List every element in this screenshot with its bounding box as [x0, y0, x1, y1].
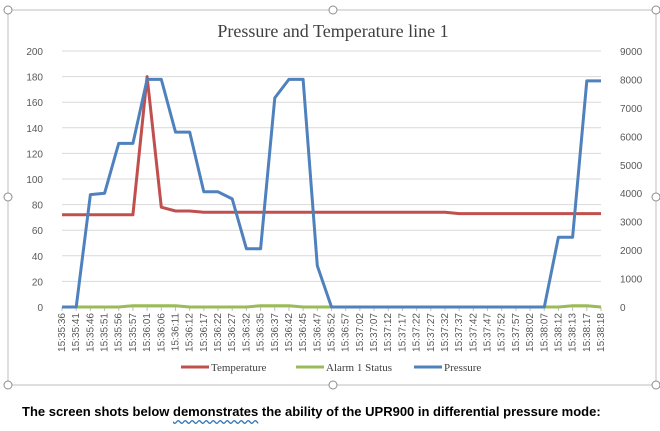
y2-tick-label: 7000 — [620, 104, 643, 115]
x-tick-label: 15:37:52 — [497, 313, 508, 352]
y-tick-label: 200 — [26, 47, 43, 58]
resize-handle[interactable] — [328, 380, 338, 390]
x-tick-label: 15:37:37 — [454, 313, 465, 352]
x-tick-label: 15:35:56 — [114, 313, 125, 352]
x-tick-label: 15:36:35 — [256, 313, 267, 352]
x-tick-label: 15:38:18 — [596, 313, 607, 352]
resize-handle[interactable] — [3, 192, 13, 202]
y-tick-label: 100 — [26, 175, 43, 186]
caption-start: The screen shots below — [22, 404, 173, 419]
selection-handles[interactable] — [3, 5, 660, 390]
caption-end: the ability of the UPR900 in differentia… — [258, 404, 601, 419]
x-tick-label: 15:36:01 — [142, 313, 153, 352]
y2-tick-label: 0 — [620, 303, 626, 314]
y-tick-label: 40 — [32, 252, 44, 263]
y2-tick-label: 2000 — [620, 246, 643, 257]
legend-label: Pressure — [444, 362, 481, 374]
x-tick-label: 15:38:13 — [568, 313, 579, 352]
x-tick-label: 15:37:57 — [511, 313, 522, 352]
y2-tick-label: 6000 — [620, 132, 643, 143]
x-tick-label: 15:38:07 — [539, 313, 550, 352]
x-tick-label: 15:36:17 — [199, 313, 210, 352]
x-tick-label: 15:37:22 — [412, 313, 423, 352]
y-tick-label: 140 — [26, 124, 43, 135]
chart-title: Pressure and Temperature line 1 — [217, 21, 448, 41]
series-line-temperature — [62, 75, 601, 217]
legend-label: Alarm 1 Status — [326, 362, 392, 374]
y-tick-label: 160 — [26, 98, 43, 109]
y2-tick-label: 9000 — [620, 47, 643, 58]
y-tick-label: 0 — [37, 303, 43, 314]
x-tick-label: 15:37:27 — [426, 313, 437, 352]
y-tick-label: 180 — [26, 73, 43, 84]
x-tick-label: 15:38:17 — [582, 313, 593, 352]
caption: The screen shots below demonstrates the … — [22, 404, 601, 419]
y2-tick-label: 5000 — [620, 161, 643, 172]
x-tick-label: 15:36:57 — [341, 313, 352, 352]
x-tick-label: 15:35:51 — [100, 313, 111, 352]
x-tick-label: 15:37:42 — [468, 313, 479, 352]
x-tick-label: 15:35:36 — [57, 313, 68, 352]
x-tick-label: 15:36:12 — [185, 313, 196, 352]
x-tick-label: 15:35:57 — [128, 313, 139, 352]
legend-label: Temperature — [211, 362, 267, 374]
y2-tick-label: 1000 — [620, 275, 643, 286]
x-tick-label: 15:36:27 — [227, 313, 238, 352]
y-tick-label: 80 — [32, 201, 44, 212]
x-tick-label: 15:38:12 — [553, 313, 564, 352]
resize-handle[interactable] — [3, 5, 13, 15]
y-tick-label: 20 — [32, 277, 44, 288]
x-tick-label: 15:36:37 — [270, 313, 281, 352]
resize-handle[interactable] — [328, 5, 338, 15]
x-tick-label: 15:36:32 — [241, 313, 252, 352]
x-tick-label: 15:37:07 — [369, 313, 380, 352]
x-tick-label: 15:37:17 — [397, 313, 408, 352]
x-tick-label: 15:38:02 — [525, 313, 536, 352]
x-tick-label: 15:36:47 — [312, 313, 323, 352]
x-tick-label: 15:35:41 — [71, 313, 82, 352]
series-lines — [62, 75, 602, 309]
x-axis-ticks: 15:35:36 15:35:41 15:35:46 15:35:51 15:35:56… — [57, 307, 607, 352]
x-tick-label: 15:36:22 — [213, 313, 224, 352]
caption-flagged-word: demonstrates — [173, 404, 259, 419]
x-tick-label: 15:37:47 — [483, 313, 494, 352]
y-axis-left-ticks: 0 20 40 60 80 100 120 140 160 180 200 — [26, 47, 43, 314]
resize-handle[interactable] — [3, 380, 13, 390]
legend: Temperature Alarm 1 Status Pressure — [181, 362, 481, 374]
x-tick-label: 15:36:06 — [156, 313, 167, 352]
y2-tick-label: 4000 — [620, 189, 643, 200]
y-tick-label: 60 — [32, 226, 44, 237]
y-axis-right-ticks: 0 1000 2000 3000 4000 5000 6000 7000 8000 9000 — [620, 47, 643, 314]
x-tick-label: 15:37:12 — [383, 313, 394, 352]
series-line-pressure — [62, 77, 601, 309]
resize-handle[interactable] — [651, 380, 660, 390]
x-tick-label: 15:37:32 — [440, 313, 451, 352]
y-tick-label: 120 — [26, 149, 43, 160]
gridlines — [62, 50, 601, 308]
y2-tick-label: 8000 — [620, 75, 643, 86]
x-tick-label: 15:35:46 — [85, 313, 96, 352]
y2-tick-label: 3000 — [620, 218, 643, 229]
x-tick-label: 15:36:42 — [284, 313, 295, 352]
x-tick-label: 15:36:11 — [170, 313, 181, 352]
x-tick-label: 15:36:45 — [298, 313, 309, 352]
resize-handle[interactable] — [651, 192, 660, 202]
x-tick-label: 15:36:52 — [327, 313, 338, 352]
resize-handle[interactable] — [651, 5, 660, 15]
x-tick-label: 15:37:02 — [355, 313, 366, 352]
